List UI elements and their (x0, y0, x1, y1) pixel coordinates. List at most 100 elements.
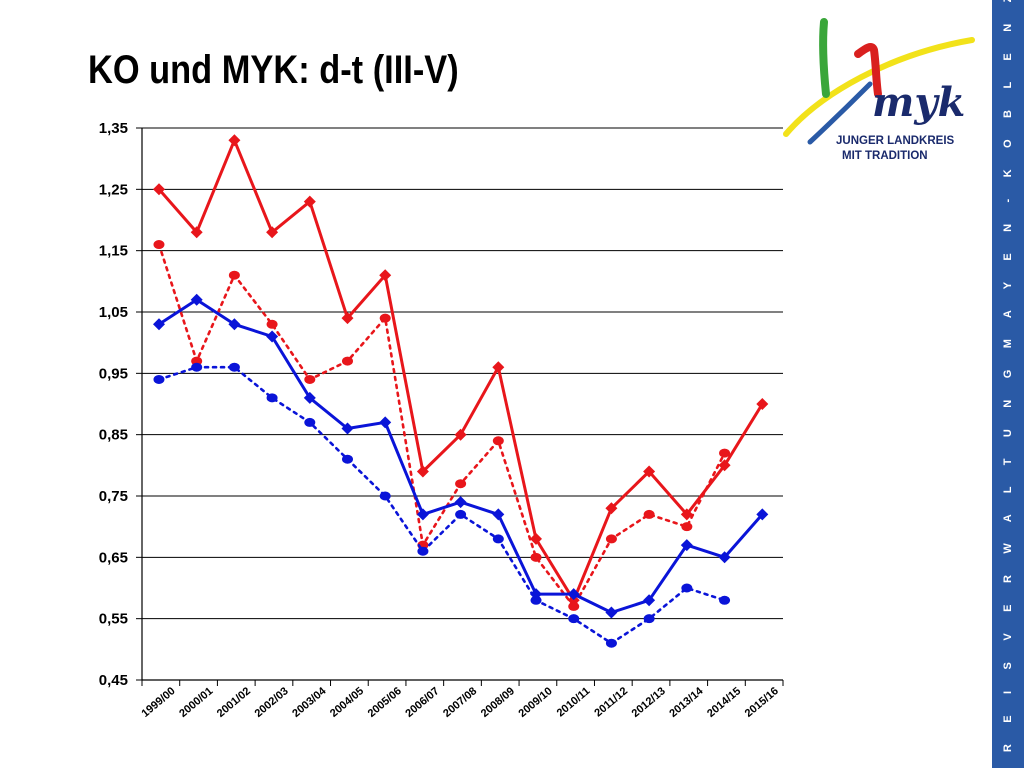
y-tick-label: 1,35 (99, 120, 128, 137)
data-point (680, 508, 693, 521)
chart-gridlines (142, 127, 783, 681)
data-point (266, 319, 278, 329)
x-tick-label: 2011/12 (592, 685, 630, 719)
data-point (266, 330, 279, 343)
data-point (530, 595, 542, 605)
data-point (379, 416, 392, 429)
x-tick-label: 2008/09 (479, 685, 517, 720)
data-point (492, 436, 504, 446)
data-point (153, 318, 165, 331)
data-point (568, 614, 580, 624)
data-point (567, 588, 580, 601)
data-point (379, 313, 391, 323)
data-point (680, 539, 693, 552)
series-line (157, 298, 764, 614)
y-tick-label: 0,75 (99, 488, 128, 505)
data-point (681, 522, 693, 532)
data-point (303, 195, 316, 208)
series-4 (153, 362, 731, 648)
x-tick-label: 2006/07 (403, 685, 441, 720)
y-tick-label: 1,15 (99, 243, 128, 260)
series-2 (153, 240, 731, 611)
y-tick-label: 0,65 (99, 549, 128, 566)
data-point (756, 508, 769, 521)
logo-red-stroke (854, 43, 882, 98)
x-tick-label: 2003/04 (290, 685, 329, 720)
logo-blue-swoosh (807, 81, 873, 145)
y-tick-label: 0,45 (99, 672, 128, 689)
x-tick-label: 2007/08 (441, 685, 479, 720)
data-point (153, 374, 165, 384)
slide-title: KO und MYK: d-t (III-V) (88, 48, 459, 92)
data-point (341, 312, 354, 325)
data-point (153, 240, 165, 250)
data-point (191, 362, 203, 372)
data-point (605, 534, 617, 544)
data-point (530, 552, 542, 562)
data-point (681, 583, 693, 593)
x-tick-label: 2000/01 (177, 685, 215, 720)
side-band (992, 0, 1024, 768)
data-point (568, 601, 580, 611)
data-point (718, 459, 731, 472)
x-tick-label: 2015/16 (743, 685, 781, 720)
data-point (190, 226, 203, 239)
data-point (492, 361, 505, 374)
data-point (719, 595, 731, 605)
data-point (454, 428, 467, 441)
data-point (266, 393, 278, 403)
data-point (153, 183, 165, 196)
x-tick-label: 2005/06 (366, 685, 404, 720)
data-point (341, 422, 354, 435)
data-point (303, 391, 316, 404)
chart-axes (136, 127, 784, 686)
logo-mark: myk (872, 79, 965, 126)
data-point (228, 318, 241, 331)
series-3 (153, 293, 769, 619)
logo-line1: JUNGER LANDKREIS (836, 135, 955, 147)
data-point (379, 269, 392, 282)
data-point (228, 270, 240, 280)
data-point (756, 398, 769, 410)
x-tick-label: 2010/11 (555, 685, 593, 719)
data-point (304, 417, 316, 427)
x-tick-label: 2012/13 (630, 685, 668, 720)
data-point (304, 374, 316, 384)
x-tick-label: 2013/14 (667, 685, 706, 720)
data-point (341, 356, 353, 366)
data-point (719, 448, 731, 458)
data-point (379, 491, 391, 501)
myk-logo: myk JUNGER LANDKREIS MIT TRADITION (780, 14, 980, 164)
x-tick-label: 2009/10 (517, 685, 555, 720)
x-tick-label: 2001/02 (215, 685, 253, 720)
data-point (416, 508, 429, 521)
data-point (228, 362, 240, 372)
data-point (643, 465, 656, 478)
data-point (605, 502, 618, 515)
data-point (417, 546, 429, 556)
data-point (643, 509, 655, 519)
data-point (416, 465, 429, 478)
logo-yellow-swoosh (783, 37, 975, 137)
data-point (530, 532, 542, 545)
data-point (643, 594, 656, 607)
chart-series (153, 134, 769, 648)
side-band-text: K R E I S V E R W A L T U N G M A Y E N … (1002, 0, 1014, 782)
x-tick-label: 2002/03 (253, 685, 291, 720)
x-tick-label: 2004/05 (328, 685, 366, 720)
data-point (605, 638, 617, 648)
data-point (190, 293, 203, 306)
y-tick-label: 1,25 (99, 181, 128, 198)
y-tick-label: 0,85 (99, 427, 128, 444)
x-tick-label: 1999/00 (139, 685, 177, 720)
data-point (455, 509, 467, 519)
data-point (266, 226, 279, 239)
series-line (157, 243, 726, 608)
data-point (492, 508, 505, 521)
series-1 (153, 134, 769, 607)
x-tick-label: 2014/15 (705, 685, 743, 720)
logo-green-stroke (819, 18, 830, 98)
y-tick-label: 1,05 (99, 304, 128, 321)
data-point (454, 496, 467, 509)
